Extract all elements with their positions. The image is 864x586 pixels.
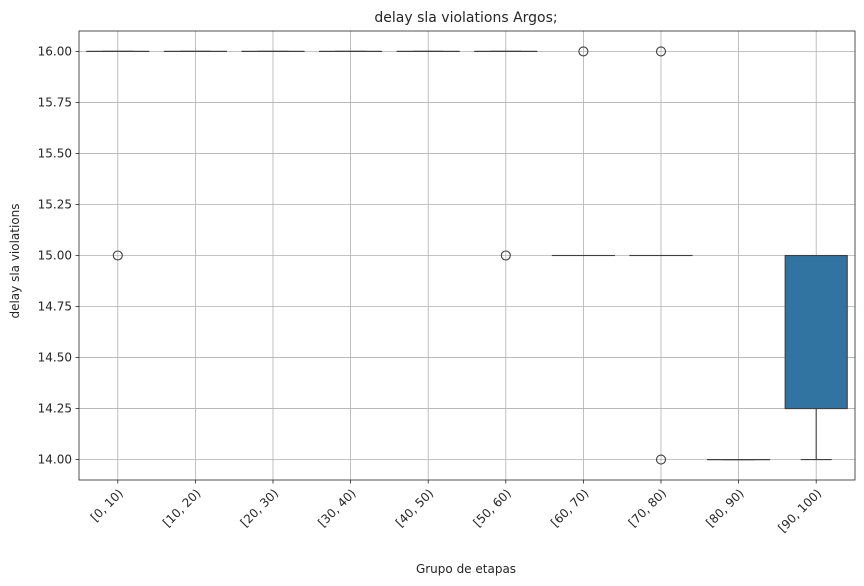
boxes-layer [86, 46, 848, 465]
y-tick-label: 15.25 [38, 197, 72, 211]
y-tick-label: 14.00 [38, 453, 72, 467]
outlier-point [655, 46, 667, 57]
y-tick-label: 14.25 [38, 402, 72, 416]
outlier-point [112, 250, 123, 261]
x-axis-label: Grupo de etapas [416, 562, 516, 576]
outlier-point [655, 454, 667, 465]
y-tick-label: 14.50 [38, 351, 72, 365]
y-tick-label: 14.75 [38, 300, 72, 314]
box-group [784, 254, 848, 461]
iqr-box [784, 254, 848, 410]
box-group [86, 50, 150, 261]
y-tick-label: 15.00 [38, 249, 72, 263]
box-group [551, 46, 615, 257]
y-tick-labels: 14.00 14.25 14.50 14.75 15.00 15.25 15.50 15.75… [38, 44, 79, 467]
y-tick-label: 15.75 [38, 95, 72, 109]
box-group [474, 50, 538, 261]
y-tick-label: 15.50 [38, 146, 72, 160]
y-axis-label: delay sla violations [8, 203, 22, 318]
chart-title: delay sla violations Argos; [374, 10, 557, 26]
outlier-point [500, 250, 511, 261]
box-group [629, 46, 693, 465]
outlier-point [578, 46, 589, 57]
y-tick-label: 16.00 [38, 44, 72, 58]
